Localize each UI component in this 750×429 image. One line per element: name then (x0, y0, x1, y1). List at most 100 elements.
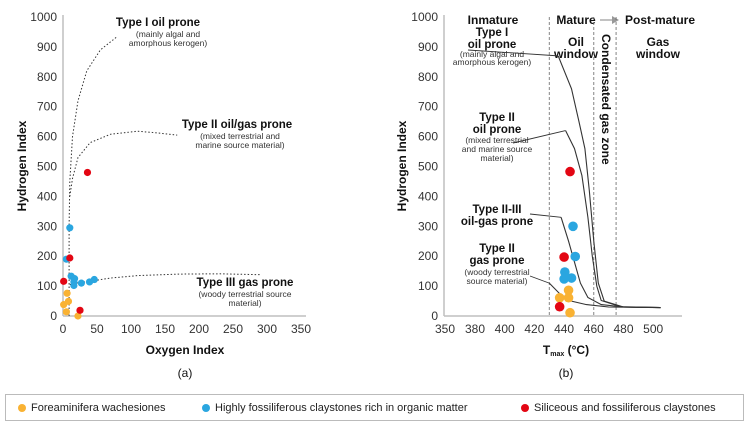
annotation-type-ii-gas-2: gas prone (470, 255, 525, 267)
annotation-type-i-b: Type I (476, 27, 508, 39)
data-point (70, 281, 78, 290)
zone-oil-window-1: Oil (568, 35, 584, 49)
legend-marker (521, 404, 529, 412)
data-point (66, 254, 74, 262)
annotation-type-i-b-note-1: (mainly algal and (460, 49, 525, 59)
y-tick-label: 0 (50, 309, 57, 323)
x-tick-label: 460 (584, 322, 604, 336)
y-tick-label: 400 (37, 189, 57, 203)
annotation-pointer-line (467, 49, 559, 57)
legend-marker (18, 404, 26, 412)
annotation-type-ii-b-note-3: material) (480, 153, 513, 163)
panel-label-b: (b) (559, 366, 574, 380)
y-tick-label: 100 (37, 279, 57, 293)
panel-b: Tmax (°C) Hydrogen Index (b) Inmature Ma… (395, 10, 695, 380)
legend-label: Highly fossiliferous claystones rich in … (215, 402, 468, 414)
y-tick-label: 800 (418, 70, 438, 84)
data-point (565, 307, 575, 318)
legend-item-siliceous: Siliceous and fossiliferous claystones (521, 402, 716, 414)
annotation-type-i-b-2: oil prone (468, 39, 517, 51)
annotation-type-iii-note-1: (woody terrestrial source (198, 289, 291, 299)
x-tick-label: 400 (495, 322, 515, 336)
annotation-type-i-b-note-2: amorphous kerogen) (453, 57, 532, 67)
x-tick-label: 0 (60, 322, 67, 336)
data-point (559, 252, 569, 262)
annotation-type-ii-gas-note-2: source material) (467, 276, 528, 286)
zone-condensate: Condensated gas zone (599, 34, 613, 165)
annotation-pointer-line (529, 275, 550, 284)
legend-item-foraminifera: Foreaminifera wachesiones (18, 402, 166, 414)
zone-gas-window-1: Gas (647, 35, 670, 49)
annotation-type-i-note-1: (mainly algal and (136, 29, 201, 39)
annotation-type-ii-b-note-1: (mixed terrestrial (465, 135, 528, 145)
x-axis-title-b: Tmax (°C) (543, 343, 589, 358)
data-point (554, 301, 565, 312)
y-tick-label: 700 (418, 100, 438, 114)
x-tick-label: 480 (613, 322, 633, 336)
data-point (77, 279, 85, 287)
annotation-type-i-note-2: amorphous kerogen) (129, 38, 208, 48)
x-tick-label: 420 (524, 322, 544, 336)
data-point (83, 168, 92, 177)
x-tick-label: 100 (121, 322, 141, 336)
data-point (63, 289, 71, 297)
annotation-type-i: Type I oil prone (116, 17, 200, 29)
annotation-type-ii-iii-2: oil-gas prone (461, 216, 533, 228)
data-point (74, 312, 82, 320)
annotation-type-iii: Type III gas prone (197, 277, 294, 289)
data-point (60, 277, 68, 285)
data-point (76, 306, 84, 314)
y-tick-label: 600 (37, 130, 57, 144)
y-axis-title-a: Hydrogen Index (15, 120, 29, 211)
y-tick-label: 500 (37, 160, 57, 174)
chart-figure: Oxygen Index Hydrogen Index (a) Type I o… (15, 10, 695, 380)
reference-curve (68, 36, 118, 316)
reference-curve (69, 130, 178, 197)
data-point (565, 166, 575, 177)
panel-a: Oxygen Index Hydrogen Index (a) Type I o… (15, 10, 311, 380)
y-tick-label: 1000 (30, 10, 57, 24)
data-point (570, 251, 581, 262)
x-axis-title-a: Oxygen Index (146, 343, 225, 357)
annotation-type-ii-note-2: marine source material) (195, 140, 284, 150)
x-tick-label: 250 (223, 322, 243, 336)
x-axis-title-subscript: max (550, 351, 564, 358)
zone-inmature: Inmature (468, 13, 519, 27)
legend: Foreaminifera wachesiones Highly fossili… (5, 394, 744, 421)
y-tick-label: 400 (418, 189, 438, 203)
y-tick-label: 0 (431, 309, 438, 323)
data-point (62, 308, 70, 316)
data-point (559, 274, 569, 284)
annotation-type-ii-b-2: oil prone (473, 124, 522, 136)
annotation-pointer-line (529, 213, 562, 218)
zone-post-mature: Post-mature (625, 13, 695, 27)
legend-label: Siliceous and fossiliferous claystones (534, 402, 716, 414)
data-point (566, 273, 577, 283)
arrow-icon (600, 16, 619, 24)
legend-label: Foreaminifera wachesiones (31, 402, 166, 414)
x-tick-label: 440 (554, 322, 574, 336)
x-tick-label: 150 (155, 322, 175, 336)
annotation-type-ii-note-1: (mixed terrestrial and (200, 131, 280, 141)
legend-marker (202, 404, 210, 412)
y-tick-label: 700 (37, 100, 57, 114)
y-tick-label: 600 (418, 130, 438, 144)
annotation-type-ii-gas: Type II (479, 243, 515, 255)
annotation-type-ii: Type II oil/gas prone (182, 119, 292, 131)
annotation-type-ii-gas-note-1: (woody terrestrial (464, 267, 529, 277)
data-point (90, 275, 98, 284)
x-tick-label: 350 (291, 322, 311, 336)
data-point (563, 292, 574, 303)
y-axis-title-b: Hydrogen Index (395, 120, 409, 211)
data-point (563, 285, 574, 296)
y-tick-label: 900 (418, 40, 438, 54)
legend-item-claystones-organic: Highly fossiliferous claystones rich in … (202, 402, 468, 414)
x-tick-label: 300 (257, 322, 277, 336)
x-tick-label: 50 (90, 322, 104, 336)
y-tick-label: 200 (418, 249, 438, 263)
x-tick-label: 200 (189, 322, 209, 336)
y-tick-label: 100 (418, 279, 438, 293)
data-point (66, 224, 74, 232)
data-point (64, 297, 73, 305)
x-axis-title-unit: (°C) (564, 343, 589, 357)
